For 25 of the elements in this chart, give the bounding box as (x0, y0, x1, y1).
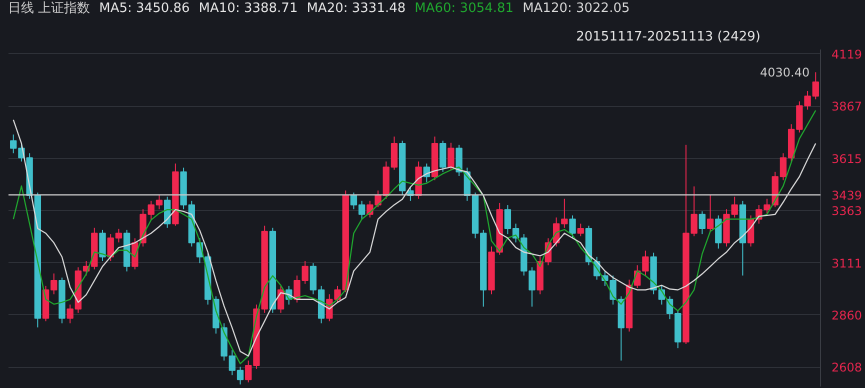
candlestick (448, 142, 454, 170)
chart-title: 日线 上证指数 (8, 0, 90, 18)
candlestick (569, 214, 576, 239)
y-tick-label: 2608 (832, 360, 862, 375)
candlestick (440, 140, 446, 172)
candlestick (577, 223, 584, 237)
y-tick-label: 3615 (832, 152, 862, 166)
y-tick-label: 3867 (832, 100, 862, 114)
y-tick-label: 2860 (832, 308, 862, 322)
text: MA20: 3331.48 (306, 0, 406, 18)
chart-subtitle: 20151117-20251113 (2429) (576, 30, 761, 44)
y-tick-label: 3363 (832, 204, 862, 218)
y-tick-label: 4119 (832, 47, 862, 62)
text: MA5: 3450.86 (99, 0, 190, 18)
candlestick (715, 214, 722, 250)
y-tick-label: 3439 (832, 188, 862, 202)
candlestick (698, 210, 706, 235)
text: MA120: 3022.05 (522, 0, 630, 18)
text: MA10: 3388.71 (198, 0, 298, 18)
candlestick (456, 144, 462, 177)
annotation: 4030.40 (760, 66, 810, 80)
text: MA60: 3054.81 (414, 0, 514, 18)
candlestick (706, 194, 714, 232)
candlestick (99, 229, 106, 262)
y-tick-label: 3111 (832, 256, 862, 270)
